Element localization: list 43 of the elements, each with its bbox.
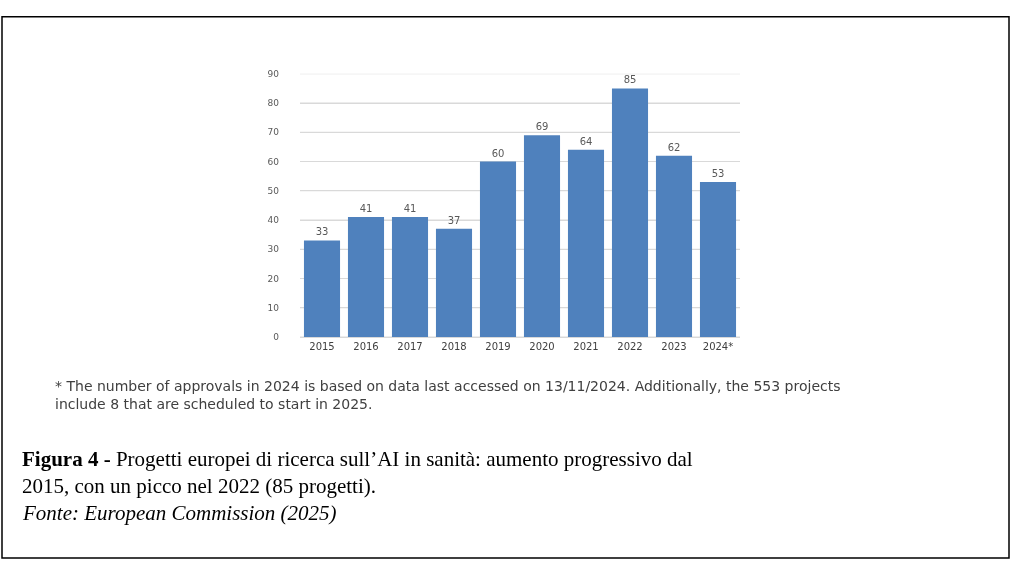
data-label: 53 bbox=[711, 167, 725, 179]
y-tick-label: 90 bbox=[267, 68, 280, 79]
bar bbox=[699, 181, 737, 338]
y-tick-label: 30 bbox=[267, 244, 280, 255]
bar bbox=[567, 149, 605, 338]
y-tick-label: 70 bbox=[267, 127, 280, 138]
y-tick-label: 80 bbox=[267, 98, 280, 109]
y-tick-label: 60 bbox=[267, 156, 280, 167]
bar bbox=[611, 88, 649, 338]
data-label: 33 bbox=[315, 226, 329, 238]
data-label: 41 bbox=[359, 203, 373, 215]
bar bbox=[479, 161, 517, 338]
data-label: 85 bbox=[623, 74, 637, 86]
data-label: 41 bbox=[403, 203, 417, 215]
x-tick-label: 2022 bbox=[617, 341, 643, 353]
y-tick-label: 10 bbox=[267, 302, 280, 313]
bar bbox=[523, 135, 561, 338]
x-tick-label: 2021 bbox=[573, 341, 599, 353]
data-label: 69 bbox=[535, 121, 549, 133]
bar bbox=[347, 217, 385, 338]
bar bbox=[391, 217, 429, 338]
x-tick-label: 2017 bbox=[397, 341, 423, 353]
x-tick-label: 2018 bbox=[441, 341, 467, 353]
x-tick-label: 2015 bbox=[309, 341, 335, 353]
bar bbox=[655, 155, 693, 338]
bar bbox=[435, 228, 473, 338]
y-tick-label: 50 bbox=[267, 185, 280, 196]
data-label: 37 bbox=[447, 214, 461, 226]
x-tick-label: 2019 bbox=[485, 341, 511, 353]
data-label: 60 bbox=[491, 147, 505, 159]
x-tick-label: 2016 bbox=[353, 341, 379, 353]
data-label: 62 bbox=[667, 141, 681, 153]
x-tick-label: 2024* bbox=[702, 341, 734, 353]
bar bbox=[303, 240, 341, 338]
y-tick-label: 40 bbox=[267, 215, 280, 226]
y-tick-label: 0 bbox=[273, 332, 280, 343]
source-note: Fonte: European Commission (2025) bbox=[22, 501, 337, 525]
data-label: 64 bbox=[579, 135, 593, 147]
text: Figura 4 - Progetti europei di ricerca sull’AI in sanità: aumento progressivo dal 2015, con un picco nel 2022 (85 progetti). bbox=[22, 447, 693, 499]
x-tick-label: 2023 bbox=[661, 341, 687, 353]
text: * The number of approvals in 2024 is based on data last accessed on 13/11/2024. Additionally, the 553 projects include 8 that are scheduled to start in 2025. bbox=[55, 378, 841, 413]
x-tick-label: 2020 bbox=[529, 341, 555, 353]
y-tick-label: 20 bbox=[267, 273, 280, 284]
